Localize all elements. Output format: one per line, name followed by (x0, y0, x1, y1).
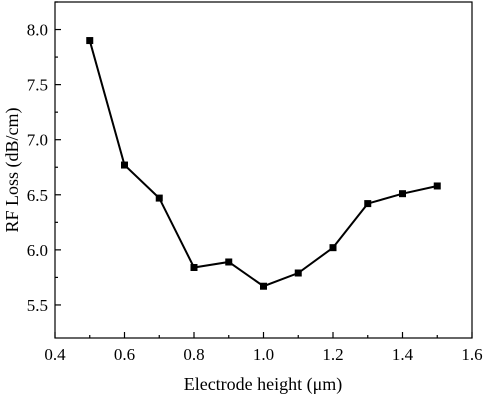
x-tick-labels: 0.4 0.6 0.8 1.0 1.2 1.4 1.6 (44, 345, 482, 364)
data-point (86, 37, 94, 45)
x-tick-label: 0.6 (114, 345, 135, 364)
x-axis-label: Electrode height (μm) (184, 374, 343, 395)
y-tick-label: 8.0 (27, 21, 48, 40)
data-point (190, 263, 198, 271)
y-tick-label: 7.0 (27, 131, 48, 150)
data-point (433, 182, 441, 190)
x-tick-label: 1.4 (392, 345, 414, 364)
x-tick-label: 0.8 (183, 345, 204, 364)
data-point (329, 244, 337, 252)
data-point (121, 161, 128, 169)
x-tick-label: 1.6 (461, 345, 482, 364)
y-tick-label: 6.5 (27, 186, 48, 205)
y-tick-label: 6.0 (27, 241, 48, 260)
data-point (260, 282, 267, 290)
data-point (225, 258, 233, 266)
data-point (399, 190, 406, 198)
x-tick-label: 1.0 (253, 345, 274, 364)
y-tick-labels: 5.5 6.0 6.5 7.0 7.5 8.0 (27, 21, 48, 315)
y-axis-label: RF Loss (dB/cm) (2, 107, 23, 232)
data-markers (86, 37, 441, 290)
x-tick-label: 0.4 (44, 345, 66, 364)
data-point (364, 200, 372, 208)
y-tick-label: 5.5 (27, 296, 48, 315)
y-tick-label: 7.5 (27, 76, 48, 95)
series-line (88, 40, 438, 288)
tick-marks (54, 1, 473, 338)
x-tick-label: 1.2 (322, 345, 343, 364)
data-point (294, 269, 302, 277)
data-point (155, 194, 163, 202)
